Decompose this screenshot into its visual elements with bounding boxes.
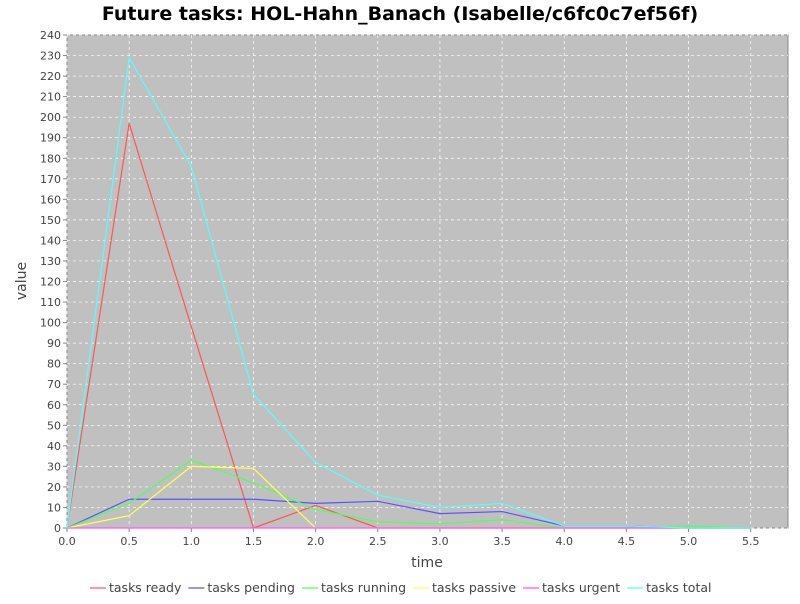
chart-title: Future tasks: HOL-Hahn_Banach (Isabelle/… <box>102 3 698 25</box>
y-tick-label: 100 <box>40 317 61 330</box>
y-tick-label: 40 <box>47 440 61 453</box>
x-tick-label: 0.0 <box>58 535 76 548</box>
legend-item: tasks pending <box>188 580 295 595</box>
legend-item: tasks total <box>627 580 711 595</box>
y-tick-label: 170 <box>40 173 61 186</box>
x-tick-label: 3.0 <box>431 535 449 548</box>
y-tick-label: 220 <box>40 70 61 83</box>
y-tick-label: 50 <box>47 419 61 432</box>
y-tick-label: 120 <box>40 276 61 289</box>
y-tick-label: 20 <box>47 481 61 494</box>
legend-item: tasks passive <box>413 580 516 595</box>
y-tick-label: 150 <box>40 214 61 227</box>
legend-label: tasks urgent <box>542 580 620 595</box>
x-tick-label: 3.5 <box>493 535 511 548</box>
y-tick-label: 80 <box>47 358 61 371</box>
y-tick-label: 110 <box>40 296 61 309</box>
y-tick-label: 0 <box>54 522 61 535</box>
y-tick-label: 30 <box>47 460 61 473</box>
y-tick-label: 210 <box>40 91 61 104</box>
y-tick-label: 130 <box>40 255 61 268</box>
x-tick-label: 1.5 <box>245 535 263 548</box>
y-tick-label: 180 <box>40 152 61 165</box>
x-tick-label: 5.5 <box>742 535 760 548</box>
legend: tasks ready tasks pending tasks running tas… <box>90 580 712 595</box>
y-axis-label: value <box>14 262 30 300</box>
legend-label: tasks ready <box>109 580 182 595</box>
y-tick-label: 70 <box>47 378 61 391</box>
x-tick-label: 2.5 <box>369 535 387 548</box>
legend-item: tasks urgent <box>523 580 620 595</box>
x-tick-label: 1.0 <box>183 535 201 548</box>
legend-label: tasks passive <box>432 580 516 595</box>
x-axis-label: time <box>411 555 443 571</box>
y-tick-label: 230 <box>40 50 61 63</box>
y-tick-label: 190 <box>40 132 61 145</box>
x-tick-label: 5.0 <box>680 535 698 548</box>
x-tick-label: 2.0 <box>307 535 325 548</box>
x-tick-label: 4.0 <box>555 535 573 548</box>
legend-label: tasks total <box>646 580 711 595</box>
y-tick-label: 60 <box>47 399 61 412</box>
legend-item: tasks ready <box>90 580 182 595</box>
legend-label: tasks pending <box>207 580 295 595</box>
legend-label: tasks running <box>321 580 406 595</box>
x-tick-label: 0.5 <box>120 535 138 548</box>
y-tick-label: 200 <box>40 111 61 124</box>
y-tick-label: 240 <box>40 29 61 42</box>
y-tick-label: 140 <box>40 234 61 247</box>
y-tick-label: 90 <box>47 337 61 350</box>
y-tick-label: 10 <box>47 501 61 514</box>
y-tick-label: 160 <box>40 193 61 206</box>
legend-item: tasks running <box>302 580 406 595</box>
x-tick-label: 4.5 <box>618 535 636 548</box>
